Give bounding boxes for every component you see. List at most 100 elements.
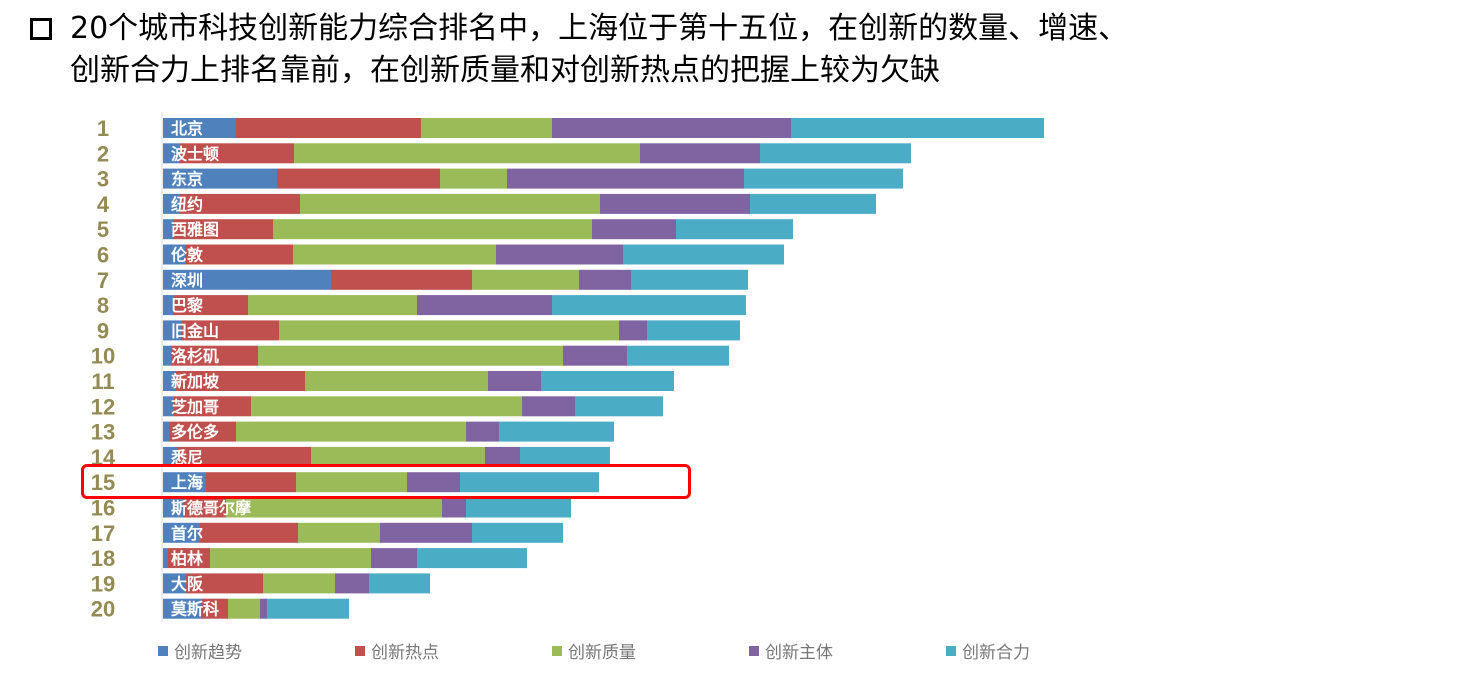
rank-label: 7: [97, 268, 109, 293]
legend-label: 创新质量: [568, 643, 636, 663]
bar-segment-5: [417, 548, 527, 569]
bar-segment-3: [226, 497, 442, 518]
bar-segment-5: [460, 472, 599, 493]
bar-segment-1: [163, 421, 169, 442]
bar-segment-1: [163, 522, 200, 543]
bar-segment-5: [750, 193, 876, 214]
bar-segment-4: [417, 295, 552, 316]
bar-segment-4: [260, 598, 267, 619]
bar-segment-3: [300, 193, 600, 214]
city-label: 首尔: [171, 524, 203, 543]
bar-segment-4: [335, 573, 369, 594]
bar-segment-5: [472, 522, 563, 543]
bar-segment-4: [592, 219, 676, 240]
title-line-2: 创新合力上排名靠前，在创新质量和对创新热点的把握上较为欠缺: [70, 53, 940, 88]
bar-segment-2: [206, 472, 296, 493]
bar-segment-4: [442, 497, 466, 518]
bar-segment-3: [294, 143, 640, 164]
legend-swatch: [946, 645, 956, 656]
bar-segment-5: [499, 421, 614, 442]
bar-segment-3: [210, 548, 371, 569]
bar-segment-1: [163, 472, 206, 493]
city-label: 大阪: [171, 574, 204, 593]
bar-segment-3: [440, 168, 507, 189]
city-label: 西雅图: [171, 220, 219, 239]
bar-segment-5: [541, 371, 674, 391]
legend-item: 创新主体: [749, 638, 946, 663]
city-label: 洛杉矶: [171, 347, 219, 366]
legend-item: 创新热点: [355, 638, 552, 663]
legend-label: 创新主体: [765, 643, 833, 663]
bar-segment-4: [600, 193, 750, 214]
bar-segment-1: [163, 573, 186, 594]
rank-label: 9: [97, 318, 109, 343]
legend-swatch: [158, 645, 168, 656]
bar-segment-3: [421, 118, 552, 138]
rank-label: 10: [91, 344, 115, 369]
bar-segment-5: [466, 497, 571, 518]
bar-segment-5: [623, 244, 784, 265]
bar-segment-2: [174, 295, 248, 316]
bar-segment-1: [163, 320, 181, 341]
bar-segment-5: [627, 345, 729, 366]
bar-segment-1: [163, 396, 174, 417]
bar-segment-3: [273, 219, 592, 240]
rank-label: 13: [91, 420, 115, 445]
rank-label: 12: [91, 394, 115, 419]
rank-label: 11: [91, 369, 114, 394]
rank-label: 17: [91, 521, 115, 546]
city-label: 伦敦: [171, 246, 204, 265]
bar-segment-2: [183, 497, 226, 518]
rank-label: 1: [97, 116, 109, 141]
rank-label: 18: [91, 546, 115, 571]
bar-segment-5: [552, 295, 746, 316]
bar-segment-1: [163, 598, 202, 619]
bar-segment-4: [485, 446, 520, 467]
bar-segment-4: [563, 345, 627, 366]
bar-segment-3: [279, 320, 619, 341]
bar-segment-5: [760, 143, 911, 164]
legend-label: 创新合力: [962, 643, 1030, 663]
title-line-1: 20个城市科技创新能力综合排名中，上海位于第十五位，在创新的数量、增速、: [70, 11, 1129, 46]
rank-label: 16: [91, 496, 115, 521]
rank-label: 8: [97, 293, 109, 318]
legend-swatch: [749, 645, 759, 656]
bar-segment-1: [163, 345, 171, 366]
bar-segment-2: [180, 143, 294, 164]
rank-label: 6: [97, 243, 109, 268]
city-label: 新加坡: [171, 372, 220, 391]
bar-segment-1: [163, 244, 185, 265]
bar-segment-3: [298, 522, 380, 543]
bar-segment-1: [163, 446, 177, 467]
bar-segment-1: [163, 168, 277, 189]
city-label: 波士顿: [171, 144, 219, 163]
bullet-icon: [30, 18, 52, 40]
bar-segment-2: [177, 446, 311, 467]
bar-segment-4: [488, 371, 541, 391]
bar-segment-1: [163, 295, 174, 316]
bar-segment-3: [251, 396, 522, 417]
rank-label: 20: [91, 597, 115, 622]
bar-segment-3: [311, 446, 485, 467]
legend-item: 创新合力: [946, 638, 1143, 663]
legend-swatch: [552, 645, 562, 656]
bar-segment-5: [575, 396, 663, 417]
bar-segment-2: [175, 371, 305, 391]
bar-segment-4: [640, 143, 760, 164]
bar-segment-5: [676, 219, 793, 240]
city-label: 莫斯科: [170, 600, 219, 619]
bar-segment-3: [248, 295, 417, 316]
bar-segment-5: [631, 269, 748, 290]
bar-segment-1: [163, 269, 331, 290]
rank-label: 15: [91, 470, 115, 495]
city-label: 东京: [171, 170, 203, 189]
bar-segment-4: [466, 421, 499, 442]
bar-segment-3: [293, 244, 496, 265]
bar-segment-3: [236, 421, 466, 442]
bar-segment-2: [179, 193, 300, 214]
legend-item: 创新趋势: [158, 638, 355, 663]
bar-segment-1: [163, 219, 173, 240]
bar-segment-1: [163, 143, 180, 164]
legend-swatch: [355, 645, 365, 656]
